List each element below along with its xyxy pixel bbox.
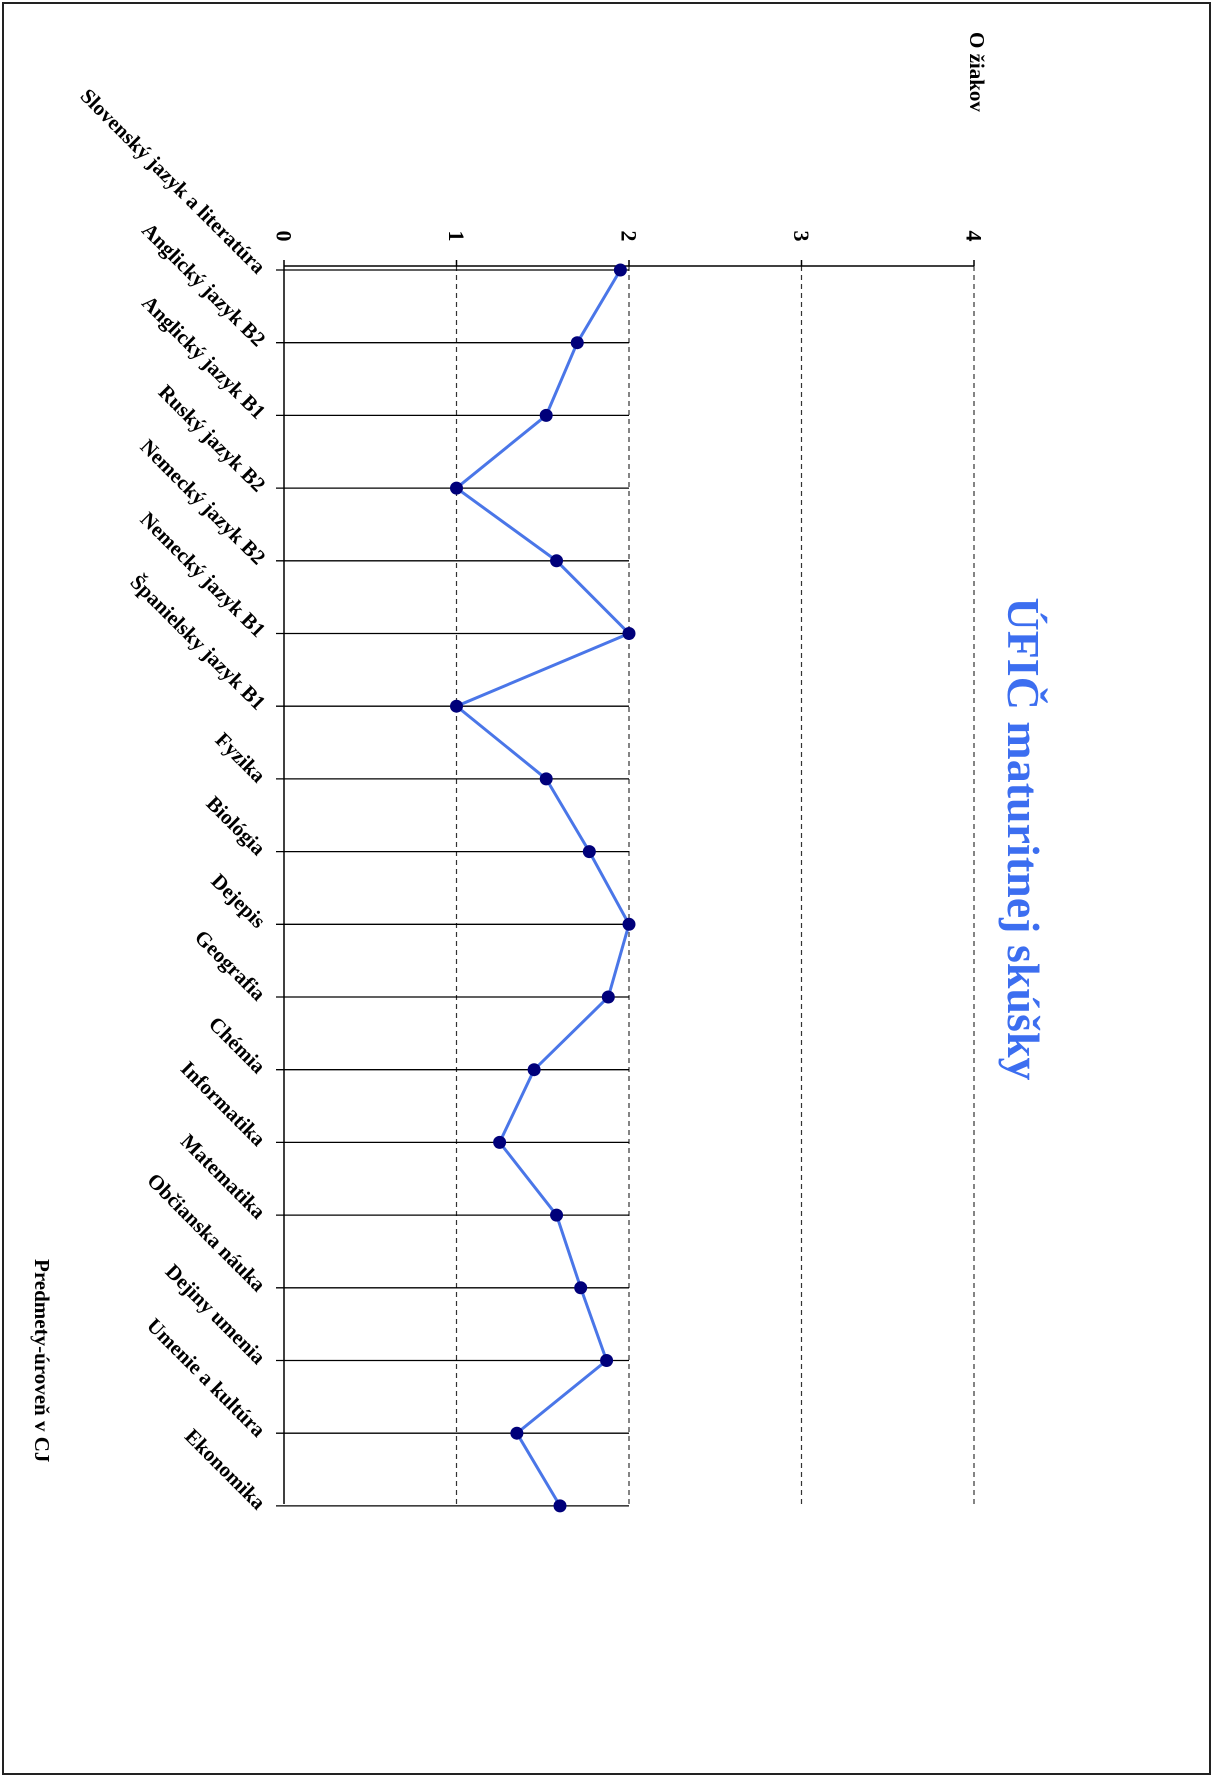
category-label: Nemecký jazyk B1 bbox=[136, 507, 271, 642]
data-point bbox=[574, 1281, 588, 1295]
data-point bbox=[539, 408, 553, 422]
data-point bbox=[553, 1499, 567, 1513]
value-tick-label: 0 bbox=[272, 231, 297, 242]
data-point bbox=[550, 554, 564, 568]
value-tick-labels: 0 1 2 3 4 bbox=[272, 231, 987, 242]
value-tick-label: 3 bbox=[789, 231, 814, 242]
data-point bbox=[539, 772, 553, 786]
category-label: Geografia bbox=[190, 925, 271, 1006]
series-line bbox=[453, 269, 632, 1507]
category-label: Chémia bbox=[204, 1012, 271, 1079]
data-point bbox=[613, 263, 627, 277]
category-label: Biológia bbox=[202, 791, 271, 860]
series-layer bbox=[450, 263, 636, 1513]
data-point bbox=[582, 845, 596, 859]
category-label: Fyzika bbox=[211, 728, 271, 788]
category-label: Dejepis bbox=[206, 869, 270, 933]
axes bbox=[283, 260, 975, 1504]
data-point bbox=[600, 1354, 614, 1367]
category-label: Španielsky jazyk B1 bbox=[126, 570, 271, 715]
data-point bbox=[601, 990, 615, 1004]
value-tick-label: 1 bbox=[444, 231, 469, 242]
x-axis-title: Predmety-úroveň v CJ bbox=[30, 1259, 54, 1462]
chart-title: ÚFIČ maturitnej skúšky bbox=[998, 597, 1049, 1080]
value-tick-label: 4 bbox=[962, 231, 987, 242]
data-point bbox=[570, 336, 584, 350]
category-label: Anglický jazyk B2 bbox=[137, 218, 270, 351]
value-tick-label: 2 bbox=[617, 231, 642, 242]
data-point bbox=[493, 1135, 507, 1149]
chart-svg: ÚFIČ maturitnej skúšky O žiakov Predmety… bbox=[30, 32, 1049, 1515]
data-point bbox=[450, 699, 463, 713]
data-point bbox=[622, 627, 636, 640]
category-label: Nemecký jazyk B2 bbox=[136, 434, 271, 569]
y-axis-title: O žiakov bbox=[965, 32, 989, 112]
category-label: Anglický jazyk B1 bbox=[137, 291, 270, 424]
category-lines bbox=[276, 269, 629, 1507]
data-point bbox=[510, 1426, 524, 1440]
data-point bbox=[450, 481, 463, 495]
data-point bbox=[550, 1208, 564, 1222]
grid-lines bbox=[455, 266, 975, 1504]
data-point bbox=[527, 1063, 541, 1077]
data-point bbox=[622, 917, 636, 931]
